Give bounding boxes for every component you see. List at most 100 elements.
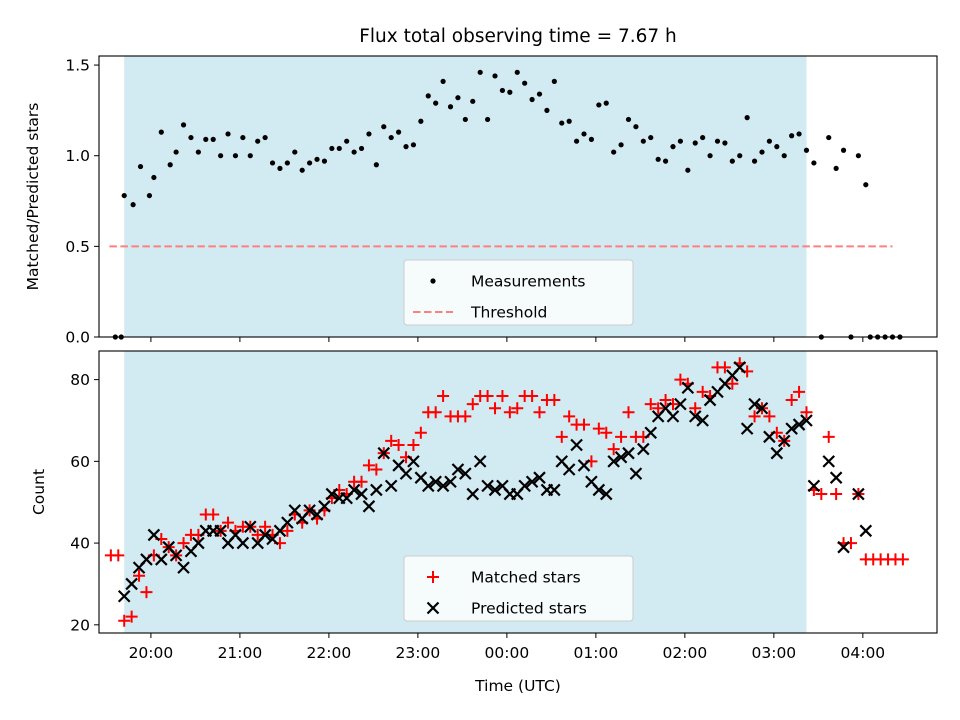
data-point <box>325 487 339 501</box>
data-point <box>414 426 427 439</box>
data-point <box>822 455 836 468</box>
data-point <box>336 145 342 152</box>
data-point <box>622 406 635 419</box>
data-point <box>685 167 691 173</box>
data-point <box>822 430 835 443</box>
data-point <box>803 147 810 153</box>
data-point <box>451 463 465 476</box>
data-point <box>852 487 865 501</box>
data-point <box>829 471 843 484</box>
data-point <box>644 398 657 411</box>
data-point <box>707 153 713 159</box>
x-tick-label: 21:00 <box>218 644 263 662</box>
data-point <box>740 422 754 435</box>
data-point <box>625 116 632 123</box>
data-point <box>615 430 628 443</box>
data-point <box>314 156 320 162</box>
data-point <box>681 381 695 395</box>
data-point <box>592 422 605 435</box>
data-point <box>429 475 442 489</box>
data-point <box>130 202 136 208</box>
data-point <box>437 389 450 402</box>
data-point <box>195 149 201 155</box>
data-point <box>232 153 239 159</box>
data-point <box>555 430 568 443</box>
data-point <box>659 394 672 407</box>
data-point <box>455 95 461 101</box>
data-point <box>777 434 791 448</box>
data-point <box>347 483 361 497</box>
data-point <box>640 138 646 144</box>
data-point <box>147 528 161 542</box>
data-point <box>800 414 813 427</box>
y-tick-label: 40 <box>70 535 90 553</box>
data-point <box>629 467 643 480</box>
data-point <box>407 439 420 451</box>
data-point <box>155 553 168 566</box>
data-point <box>573 138 580 144</box>
data-point <box>355 475 368 488</box>
data-point <box>614 450 628 464</box>
data-point <box>525 475 539 489</box>
data-point <box>696 385 709 398</box>
data-point <box>259 520 272 533</box>
data-point <box>421 479 435 493</box>
data-point <box>551 78 557 84</box>
data-point <box>303 504 316 517</box>
data-point <box>117 589 131 603</box>
data-point <box>258 528 272 542</box>
data-point <box>418 118 424 124</box>
data-point <box>284 160 290 166</box>
data-point <box>247 153 253 159</box>
data-point <box>763 410 776 423</box>
data-point <box>407 455 420 468</box>
data-point <box>511 402 524 415</box>
data-point <box>373 162 379 168</box>
data-point <box>533 471 546 484</box>
data-point <box>281 524 294 537</box>
data-point <box>433 100 439 106</box>
data-point <box>648 134 654 141</box>
x-axis-label: Time (UTC) <box>474 677 561 695</box>
data-point <box>718 361 731 374</box>
data-point <box>118 614 131 627</box>
legend-marker <box>426 601 440 615</box>
data-point <box>436 479 450 493</box>
data-point <box>655 156 661 162</box>
data-point <box>370 483 383 497</box>
data-point <box>112 549 125 562</box>
data-point <box>733 361 747 374</box>
data-point <box>403 144 409 150</box>
data-point <box>481 389 494 402</box>
data-point <box>700 134 706 141</box>
data-point <box>444 475 457 489</box>
data-point <box>481 479 494 493</box>
x-tick-label: 23:00 <box>396 644 441 662</box>
data-point <box>321 158 328 164</box>
data-point <box>492 73 498 79</box>
data-point <box>533 406 546 419</box>
x-tick-label: 20:00 <box>129 644 174 662</box>
y-tick-label: 80 <box>70 371 90 389</box>
data-point <box>496 389 509 402</box>
data-point <box>781 153 787 159</box>
y-tick-label: 0.5 <box>65 238 90 256</box>
legend: Matched stars Predicted stars <box>403 555 634 622</box>
data-point <box>800 406 813 419</box>
chart-title: Flux total observing time = 7.67 h <box>359 26 677 47</box>
data-point <box>618 142 624 148</box>
data-point <box>826 134 832 141</box>
data-point <box>863 182 869 188</box>
data-point <box>503 406 516 419</box>
legend-label: Matched stars <box>471 569 581 587</box>
data-point <box>785 394 798 407</box>
data-point <box>121 192 127 199</box>
data-point <box>167 162 173 168</box>
data-point <box>536 91 543 97</box>
data-point <box>544 107 550 113</box>
data-point <box>269 160 276 166</box>
data-point <box>262 134 268 141</box>
legend-box <box>403 259 634 326</box>
data-point <box>140 553 153 566</box>
